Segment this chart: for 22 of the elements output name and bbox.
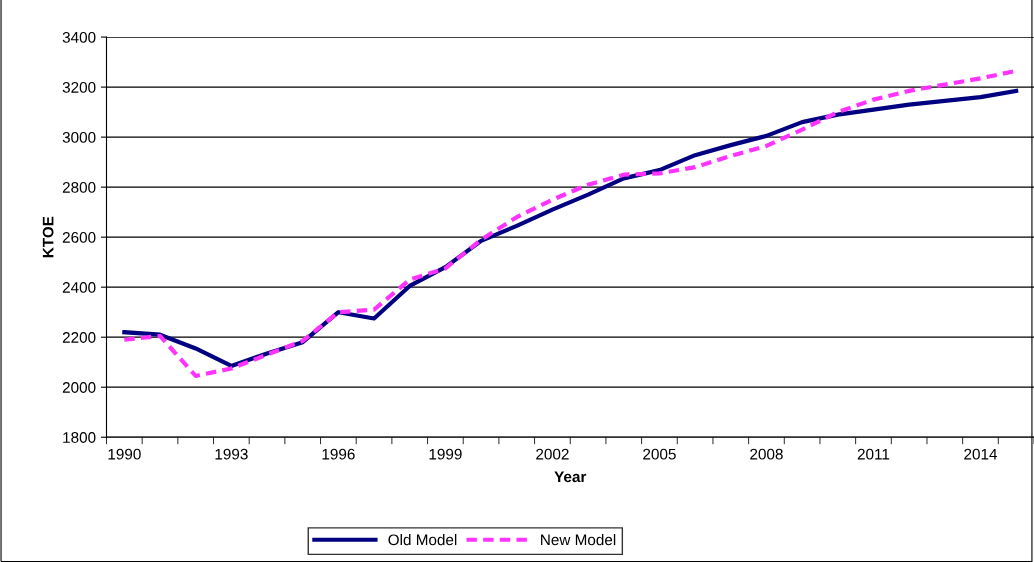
legend-label: Old Model bbox=[388, 534, 457, 546]
y-tick-label: 2400 bbox=[62, 282, 96, 293]
legend-label: New Model bbox=[541, 534, 616, 546]
y-tick-label: 3400 bbox=[62, 31, 96, 43]
x-tick-label: 2002 bbox=[536, 448, 569, 460]
y-tick-label: 2800 bbox=[62, 182, 96, 193]
x-tick-label: 1990 bbox=[108, 448, 141, 460]
x-tick-label: 1993 bbox=[215, 448, 248, 460]
x-tick-label: 1999 bbox=[429, 448, 462, 460]
y-tick-label: 3200 bbox=[62, 81, 96, 93]
x-tick-label: 2005 bbox=[643, 448, 676, 460]
y-axis-title: KTOE bbox=[42, 216, 54, 258]
x-tick-label: 1996 bbox=[322, 448, 355, 460]
y-tick-label: 2200 bbox=[62, 332, 96, 343]
y-tick-label: 2000 bbox=[62, 382, 96, 393]
x-tick-label: 2011 bbox=[857, 448, 890, 460]
y-tick-label: 2600 bbox=[62, 232, 96, 243]
x-tick-label: 2014 bbox=[964, 448, 998, 460]
x-tick-label: 2008 bbox=[750, 448, 783, 460]
y-tick-label: 1800 bbox=[63, 432, 96, 443]
y-tick-label: 3000 bbox=[62, 132, 96, 143]
x-axis-title: Year bbox=[554, 471, 587, 483]
